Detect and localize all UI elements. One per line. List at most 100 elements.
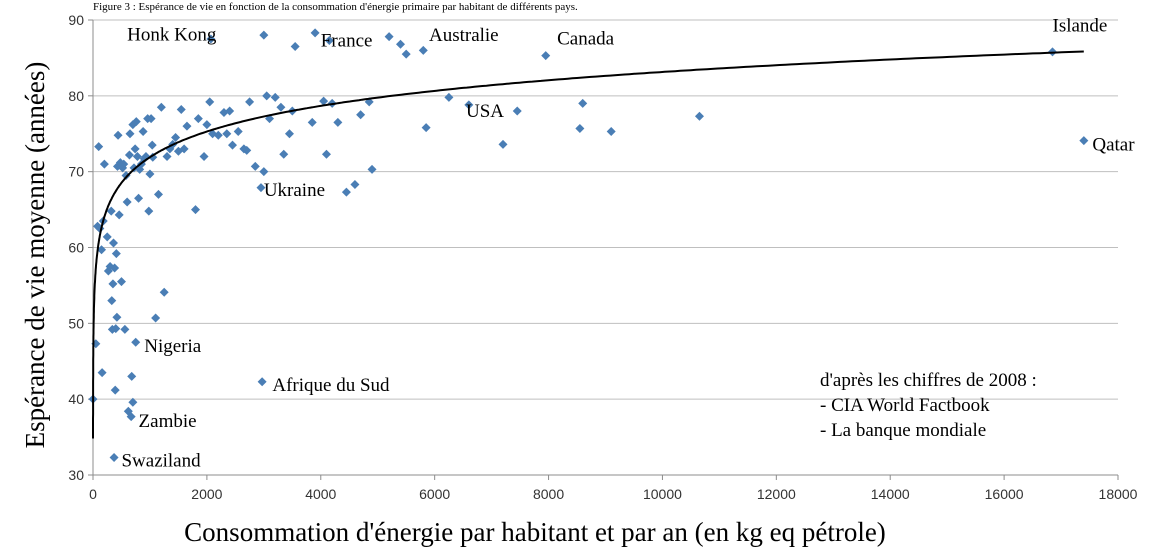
- data-point: [159, 287, 169, 297]
- data-point: [99, 159, 109, 169]
- x-axis-title: Consommation d'énergie par habitant et p…: [184, 517, 886, 547]
- data-point: [310, 28, 320, 38]
- data-point: [270, 92, 280, 102]
- x-tick-label: 16000: [985, 486, 1024, 502]
- data-point: [162, 152, 172, 161]
- y-tick-label: 50: [68, 315, 84, 331]
- data-point: [205, 97, 215, 107]
- data-point: [126, 412, 136, 422]
- data-point: [512, 106, 522, 116]
- data-point: [257, 377, 267, 387]
- data-point: [131, 117, 141, 127]
- data-point: [396, 39, 405, 49]
- data-point: [262, 91, 272, 101]
- x-tick-label: 4000: [305, 486, 336, 502]
- data-point: [206, 34, 216, 44]
- country-label: Ukraine: [264, 180, 325, 201]
- data-point: [121, 170, 131, 180]
- country-label: Nigeria: [144, 336, 202, 357]
- data-point: [120, 324, 130, 334]
- data-point: [575, 123, 585, 133]
- country-labels: Honk Kong France Australie Canada Islande USA…: [121, 15, 1135, 471]
- data-point: [259, 167, 269, 177]
- x-tick-label: 6000: [419, 486, 450, 502]
- data-point: [110, 385, 120, 395]
- data-point: [109, 238, 118, 248]
- data-point: [111, 249, 121, 259]
- data-point: [151, 313, 161, 323]
- country-label: Canada: [557, 28, 615, 49]
- data-point: [130, 144, 140, 154]
- data-point: [350, 180, 360, 190]
- data-point: [245, 97, 255, 107]
- data-point: [193, 114, 203, 124]
- data-point: [97, 245, 107, 255]
- data-point: [541, 51, 551, 61]
- data-point: [97, 368, 107, 378]
- source-line-2: - La banque mondiale: [820, 420, 987, 441]
- data-point: [225, 106, 235, 116]
- x-tick-label: 14000: [871, 486, 910, 502]
- data-point: [113, 130, 123, 140]
- source-note: d'après les chiffres de 2008 : - CIA Wor…: [820, 368, 1037, 443]
- data-point: [421, 123, 431, 133]
- data-point: [418, 45, 428, 55]
- data-point: [256, 183, 266, 193]
- y-axis-title: Espérance de vie moyenne (années): [20, 62, 50, 449]
- figure-caption: Figure 3 : Espérance de vie en fonction …: [93, 1, 578, 13]
- trend-line: [92, 50, 1084, 439]
- x-tick-label: 18000: [1099, 486, 1138, 502]
- data-point: [171, 133, 181, 143]
- country-label: France: [321, 31, 373, 52]
- country-label: Islande: [1053, 15, 1108, 36]
- data-point: [102, 232, 112, 242]
- data-point: [145, 169, 155, 179]
- x-tick-label: 2000: [191, 486, 222, 502]
- x-tick-label: 10000: [643, 486, 682, 502]
- data-point: [284, 129, 294, 139]
- data-point: [578, 98, 588, 108]
- data-points: [88, 28, 1089, 463]
- data-point: [324, 35, 334, 45]
- country-label: USA: [466, 101, 504, 122]
- data-point: [307, 117, 317, 127]
- data-point: [498, 139, 508, 149]
- x-tick-label: 0: [89, 486, 97, 502]
- data-point: [179, 144, 189, 154]
- data-point: [276, 102, 286, 112]
- data-point: [341, 187, 351, 197]
- data-point: [108, 279, 118, 289]
- data-point: [128, 397, 138, 407]
- data-point: [250, 161, 260, 171]
- data-point: [290, 42, 300, 52]
- data-point: [259, 30, 269, 40]
- data-point: [464, 100, 474, 110]
- data-point: [401, 49, 411, 59]
- data-point: [153, 189, 163, 199]
- data-point: [111, 324, 121, 334]
- data-point: [606, 126, 616, 136]
- country-label: Australie: [429, 25, 499, 46]
- data-point: [444, 92, 454, 102]
- data-point: [319, 96, 329, 106]
- y-tick-label: 60: [68, 240, 84, 256]
- x-tick-labels: 0 2000 4000 6000 8000 10000 12000 14000 16000 180…: [89, 475, 1138, 502]
- data-point: [134, 193, 144, 203]
- y-tick-label: 80: [68, 88, 84, 104]
- data-point: [242, 145, 252, 155]
- data-point: [127, 371, 137, 381]
- data-point: [107, 296, 117, 306]
- y-tick-label: 30: [68, 467, 84, 483]
- data-point: [279, 149, 289, 159]
- data-point: [384, 32, 394, 42]
- x-tick-label: 12000: [757, 486, 796, 502]
- data-point: [182, 121, 192, 131]
- data-point: [222, 129, 232, 139]
- data-point: [356, 110, 366, 120]
- x-tick-label: 8000: [533, 486, 564, 502]
- y-tick-label: 40: [68, 391, 84, 407]
- data-point: [367, 164, 377, 174]
- gridlines: [93, 19, 1118, 400]
- data-point: [119, 159, 129, 169]
- data-point: [138, 126, 148, 136]
